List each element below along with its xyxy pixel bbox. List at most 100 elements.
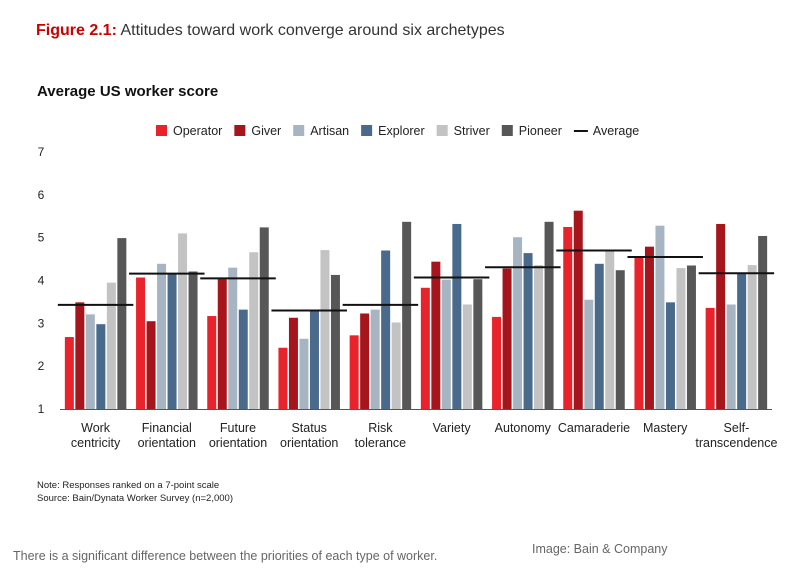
legend-label-pioneer: Pioneer: [519, 124, 562, 138]
x-tick-label: Work: [81, 421, 111, 435]
bar-giver: [288, 317, 298, 409]
x-tick-label: Future: [220, 421, 256, 435]
bar-striver: [676, 268, 686, 409]
figure-title-text: Attitudes toward work converge around si…: [120, 22, 505, 39]
bar-explorer: [523, 253, 533, 409]
chart-note: Note: Responses ranked on a 7-point scal…: [37, 480, 220, 491]
bar-artisan: [655, 225, 665, 409]
chart-title: Average US worker score: [37, 83, 219, 100]
x-tick-label: orientation: [209, 436, 267, 450]
bar-striver: [106, 282, 116, 409]
x-tick-label: Self-: [724, 421, 750, 435]
bar-operator: [420, 287, 430, 409]
bar-pioneer: [686, 265, 696, 409]
bar-pioneer: [473, 279, 483, 409]
bar-pioneer: [544, 221, 554, 409]
y-tick-label: 2: [38, 359, 45, 373]
y-tick-label: 1: [38, 402, 45, 416]
bar-chart: 1 2 3 4 5 6 7 Operator Giver Artisan Explorer Striv…: [38, 124, 778, 450]
y-tick-label: 7: [38, 145, 45, 159]
bar-giver: [75, 302, 85, 409]
figure-number: Figure 2.1:: [36, 22, 117, 39]
legend-label-average: Average: [593, 124, 639, 138]
image-caption: There is a significant difference betwee…: [13, 549, 438, 563]
bar-explorer: [594, 263, 604, 409]
bar-giver: [716, 223, 726, 409]
x-tick-label: Status: [291, 421, 326, 435]
bar-pioneer: [188, 271, 198, 409]
bar-pioneer: [402, 221, 412, 409]
bar-striver: [747, 265, 757, 409]
legend-label-giver: Giver: [251, 124, 281, 138]
bar-giver: [502, 268, 512, 409]
legend-swatch-pioneer: [501, 125, 513, 136]
legend-swatch-explorer: [361, 125, 373, 136]
bar-explorer: [452, 223, 462, 409]
x-tick-label: Camaraderie: [558, 421, 630, 435]
legend-swatch-giver: [234, 125, 246, 136]
legend-label-operator: Operator: [173, 124, 222, 138]
y-tick-label: 4: [38, 274, 45, 288]
bar-artisan: [299, 338, 309, 409]
x-tick-label: Risk: [368, 421, 393, 435]
x-tick-label: orientation: [280, 436, 338, 450]
bar-artisan: [228, 267, 238, 409]
bar-operator: [634, 256, 644, 409]
bar-operator: [563, 226, 573, 409]
bar-explorer: [309, 311, 319, 409]
bar-striver: [249, 252, 259, 409]
bar-artisan: [513, 237, 523, 409]
bar-explorer: [381, 250, 391, 409]
x-tick-label: Autonomy: [495, 421, 552, 435]
bar-operator: [136, 277, 146, 409]
x-tick-label: orientation: [138, 436, 196, 450]
bar-artisan: [370, 309, 380, 409]
x-tick-label: transcendence: [695, 436, 777, 450]
y-tick-label: 5: [38, 231, 45, 245]
bar-operator: [278, 347, 288, 409]
bar-pioneer: [615, 270, 625, 409]
bar-giver: [573, 210, 583, 409]
bar-artisan: [584, 299, 594, 409]
legend-label-explorer: Explorer: [378, 124, 425, 138]
bar-pioneer: [758, 235, 768, 409]
bar-explorer: [665, 302, 675, 409]
legend-swatch-striver: [436, 125, 448, 136]
bar-explorer: [238, 309, 248, 409]
bar-giver: [644, 246, 654, 409]
x-tick-label: Variety: [433, 421, 472, 435]
bar-pioneer: [117, 238, 127, 409]
bar-artisan: [726, 304, 736, 409]
bar-artisan: [85, 314, 95, 409]
legend-swatch-operator: [156, 125, 167, 136]
bar-operator: [207, 316, 217, 409]
bar-striver: [605, 250, 615, 409]
y-tick-label: 3: [38, 316, 45, 330]
bar-pioneer: [259, 227, 269, 409]
bar-giver: [146, 321, 156, 409]
legend-swatch-artisan: [293, 125, 305, 136]
x-tick-label: Mastery: [643, 421, 688, 435]
bar-explorer: [167, 273, 177, 409]
bar-striver: [391, 322, 401, 409]
y-tick-label: 6: [38, 188, 45, 202]
bar-artisan: [441, 279, 451, 409]
bar-operator: [349, 335, 359, 409]
chart-source: Source: Bain/Dynata Worker Survey (n=2,0…: [37, 493, 233, 504]
x-tick-label: centricity: [71, 436, 121, 450]
bar-operator: [64, 337, 74, 409]
x-tick-label: Financial: [142, 421, 192, 435]
bar-giver: [360, 313, 370, 409]
bar-giver: [431, 261, 441, 409]
bar-operator: [705, 307, 715, 409]
bar-giver: [217, 279, 227, 409]
bar-operator: [492, 316, 502, 409]
image-credit: Image: Bain & Company: [532, 542, 668, 556]
bar-explorer: [737, 273, 747, 409]
x-tick-label: tolerance: [355, 436, 406, 450]
bar-striver: [462, 304, 472, 409]
legend-label-striver: Striver: [454, 124, 490, 138]
bar-artisan: [157, 263, 167, 409]
figure-title: Figure 2.1: Attitudes toward work conver…: [36, 22, 505, 40]
bar-explorer: [96, 324, 106, 409]
